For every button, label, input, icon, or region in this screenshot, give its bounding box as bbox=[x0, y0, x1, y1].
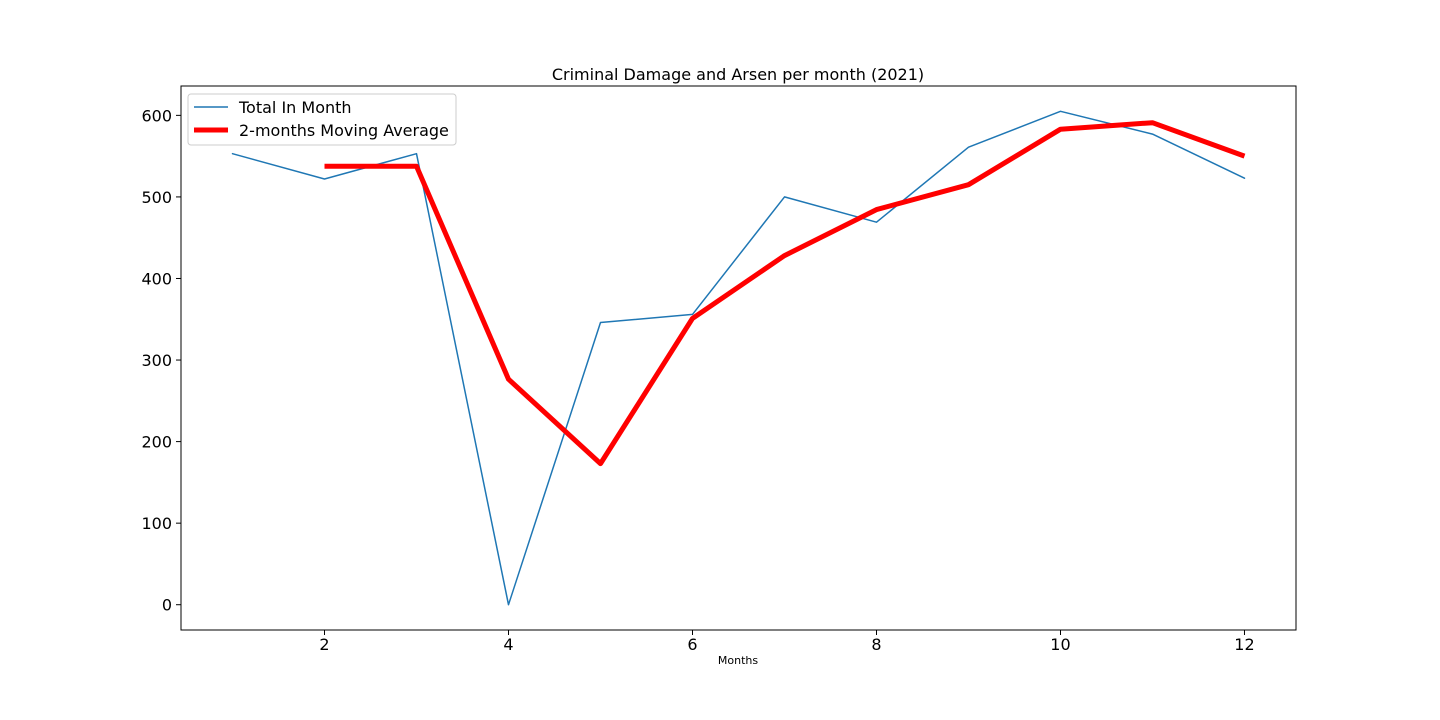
x-tick-label: 12 bbox=[1234, 635, 1254, 654]
y-axis: 0 100 200 300 400 500 600 bbox=[141, 106, 181, 615]
x-tick-label: 8 bbox=[871, 635, 881, 654]
y-tick-label: 200 bbox=[141, 433, 172, 452]
y-tick-label: 300 bbox=[141, 351, 172, 370]
x-tick-label: 10 bbox=[1050, 635, 1070, 654]
y-tick-label: 100 bbox=[141, 514, 172, 533]
x-tick-label: 2 bbox=[319, 635, 329, 654]
y-tick-label: 500 bbox=[141, 188, 172, 207]
series-line-0 bbox=[231, 110, 1246, 606]
x-axis: 2 4 6 8 10 12 bbox=[319, 630, 1255, 654]
y-tick-label: 400 bbox=[141, 269, 172, 288]
x-tick-label: 4 bbox=[503, 635, 513, 654]
legend-frame bbox=[187, 93, 457, 146]
chart-title: Criminal Damage and Arsen per month (202… bbox=[552, 65, 924, 84]
plot-area bbox=[180, 85, 1297, 631]
series-line-1 bbox=[324, 120, 1246, 467]
x-axis-label: Months bbox=[718, 654, 758, 667]
legend-label-total-in-month: Total In Month bbox=[238, 98, 352, 117]
legend-label-moving-average: 2-months Moving Average bbox=[239, 121, 449, 140]
plot-frame bbox=[180, 85, 1297, 631]
x-tick-label: 6 bbox=[687, 635, 697, 654]
legend: Total In Month 2-months Moving Average bbox=[187, 93, 457, 146]
y-tick-label: 600 bbox=[141, 106, 172, 125]
y-tick-label: 0 bbox=[162, 596, 172, 615]
